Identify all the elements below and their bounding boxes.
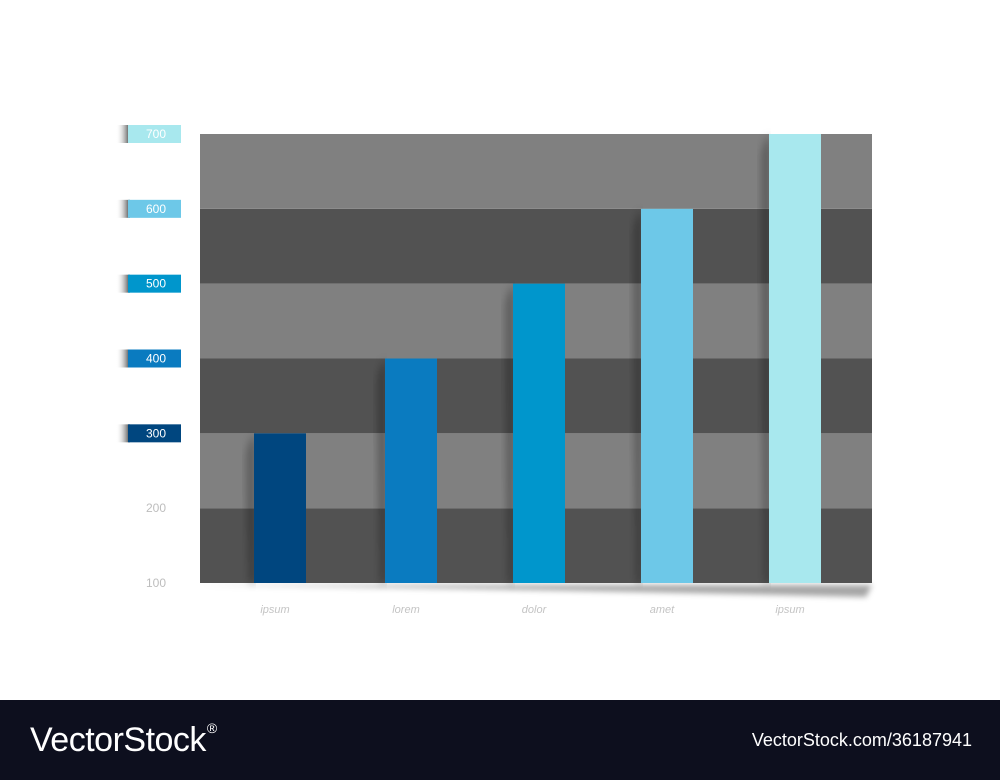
bar-ipsum-0 [254,433,306,583]
footer-bar: VectorStock® VectorStock.com/36187941 [0,700,1000,780]
bar-amet-3 [641,208,693,584]
y-tab [128,125,181,143]
bar-shadow [503,283,513,583]
x-tick-label: dolor [522,604,548,616]
bar-dolor-2 [513,283,565,583]
y-tab-shade [116,199,130,218]
image-id: VectorStock.com/36187941 [751,730,972,750]
bar-shadow [631,208,641,584]
y-tick-label: 200 [146,501,166,515]
bar-lorem-1 [385,358,437,583]
y-tab-shade [116,274,130,293]
y-tick-label: 600 [146,202,166,216]
y-tick-label: 500 [146,277,166,291]
bar-shadow [375,358,385,583]
y-tab-shade [116,424,130,443]
x-tick-label: amet [650,604,675,616]
y-tab-shade [116,125,130,143]
bar-chart: 100 200 300 400 500 600 700 ipsum lorem dolor ame… [116,125,872,616]
x-tick-label: lorem [392,604,420,616]
brand-name: VectorStock [30,721,206,759]
y-tab [128,424,181,443]
y-tab [128,349,181,368]
bar-shadow [244,433,254,583]
y-tick-label: 400 [146,352,166,366]
x-tick-label: ipsum [775,604,804,616]
y-tick-label: 100 [146,576,166,590]
plot-base-shadow [200,585,872,597]
registered-mark: ® [206,720,217,736]
y-tab-shade [116,349,130,368]
y-tab [128,199,181,218]
y-tick-label: 700 [146,127,166,141]
y-tab [128,274,181,293]
bar-ipsum-4 [769,134,821,583]
brand-logo: VectorStock® [30,718,217,762]
bar-shadow [759,134,769,583]
y-tick-label: 300 [146,426,166,440]
x-tick-label: ipsum [260,604,289,616]
